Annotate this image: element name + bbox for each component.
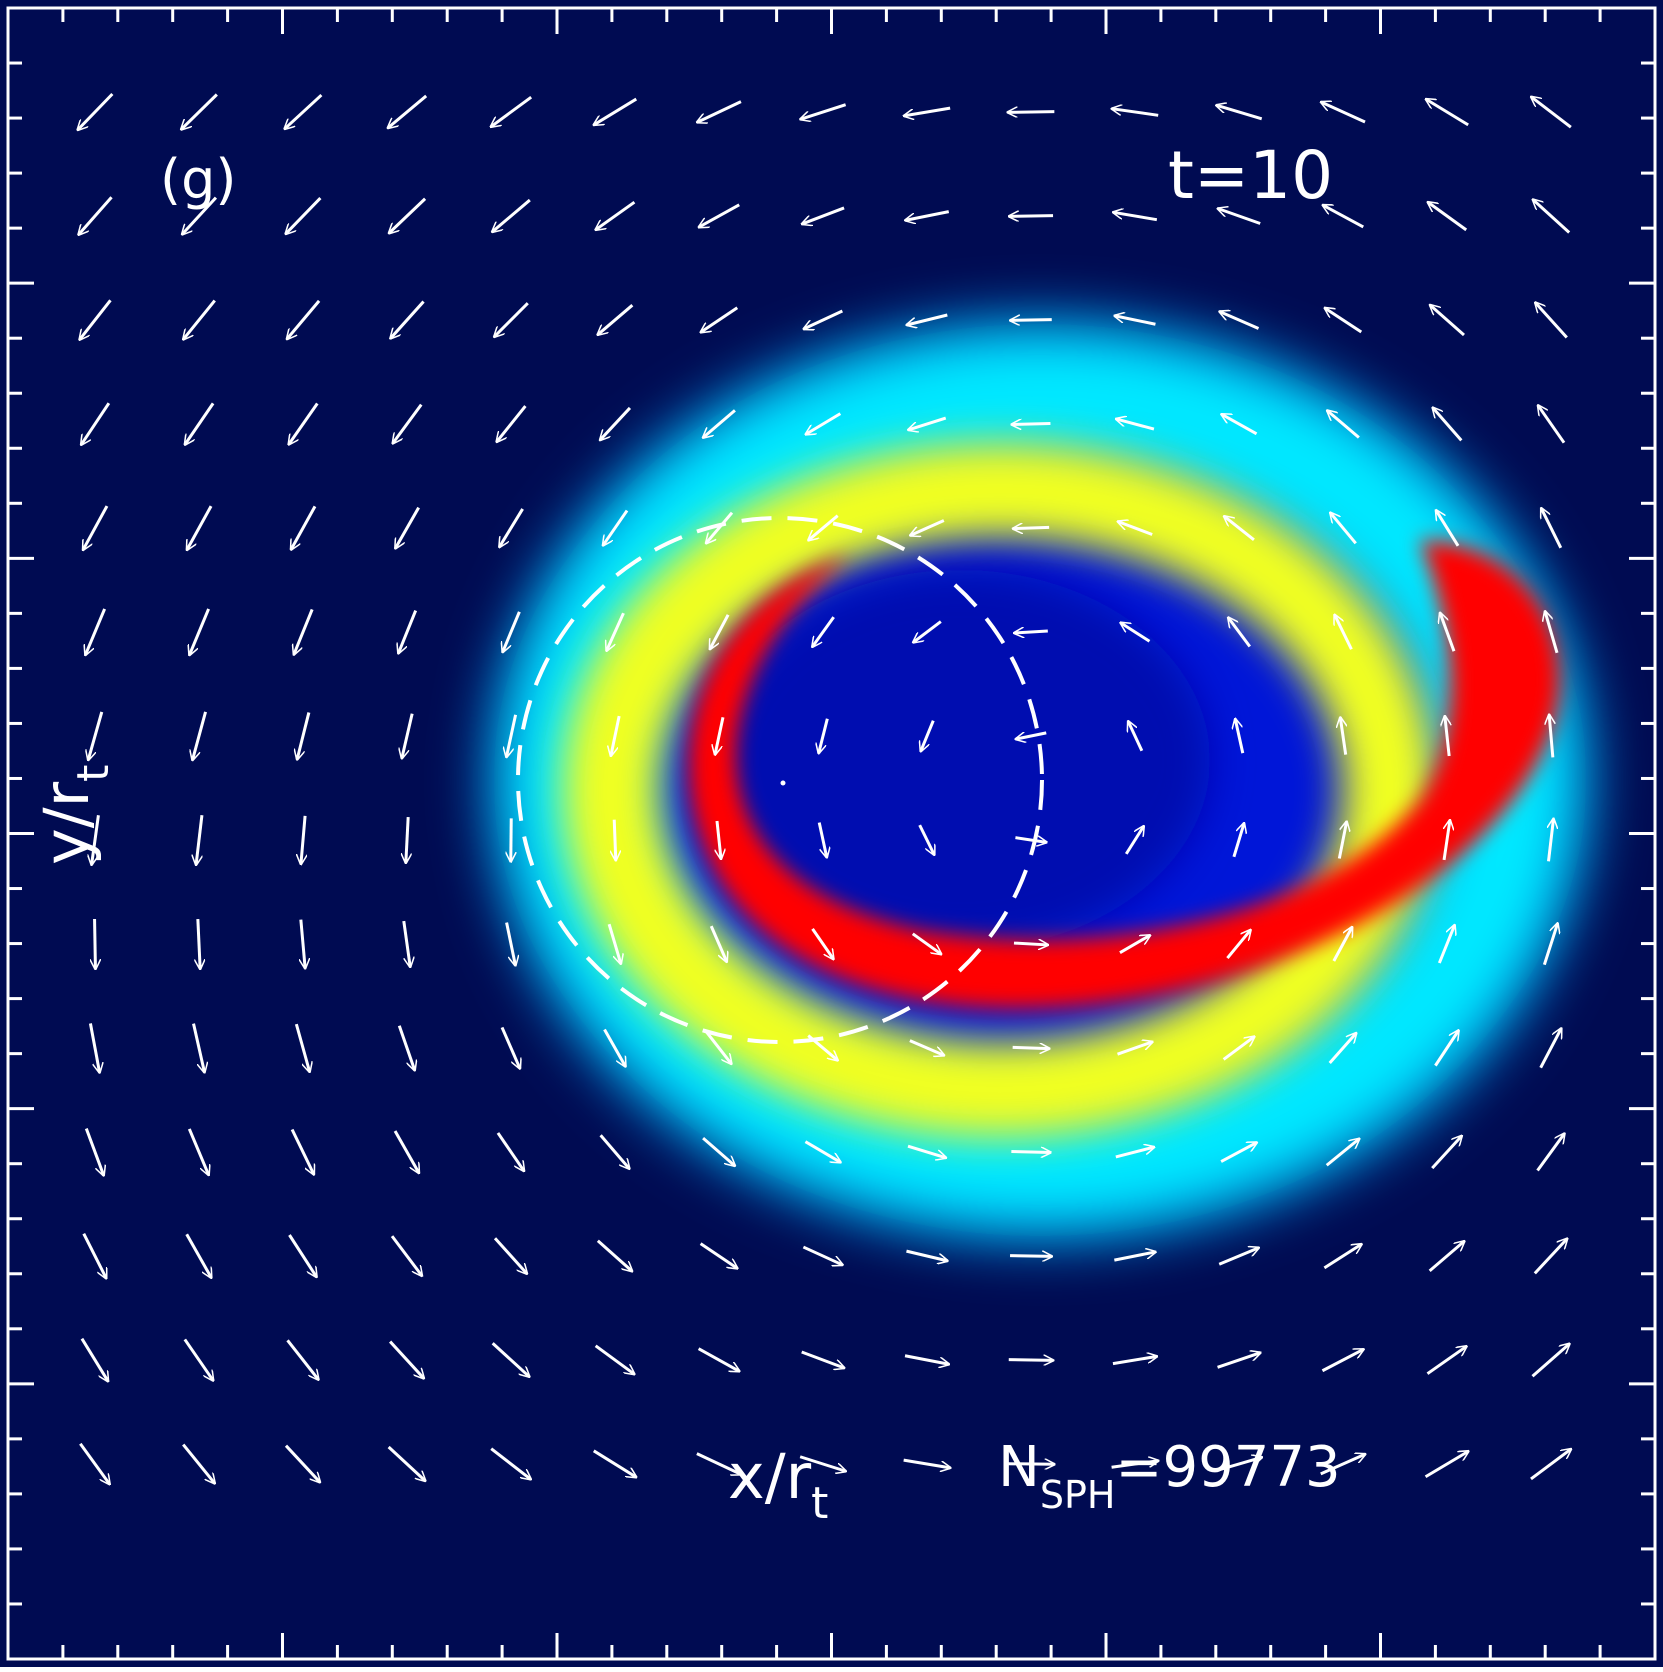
velocity-arrow xyxy=(1014,943,1048,945)
x-axis-label-main: x/r xyxy=(728,1440,812,1513)
particle-count-value: =99773 xyxy=(1116,1435,1341,1500)
velocity-arrow xyxy=(1010,320,1051,321)
velocity-arrow xyxy=(1014,631,1048,633)
center-point xyxy=(781,781,786,786)
time-label: t=10 xyxy=(1168,137,1333,214)
velocity-arrow xyxy=(1012,424,1051,425)
velocity-arrow xyxy=(1010,1256,1052,1257)
velocity-arrow xyxy=(1013,527,1049,528)
velocity-arrow xyxy=(1008,112,1055,113)
particle-count-prefix: N xyxy=(998,1435,1040,1500)
y-axis-label-sub: t xyxy=(68,765,119,782)
velocity-arrow xyxy=(1009,1360,1053,1361)
velocity-arrow xyxy=(1011,1152,1050,1153)
velocity-arrow xyxy=(614,820,616,861)
particle-count-sub: SPH xyxy=(1040,1473,1116,1517)
velocity-arrow xyxy=(95,919,96,969)
velocity-arrow xyxy=(1013,1047,1050,1048)
velocity-arrow xyxy=(1009,216,1053,217)
x-axis-label-sub: t xyxy=(811,1478,828,1529)
y-axis-label-main: y/r xyxy=(30,781,103,865)
panel-label: (g) xyxy=(160,148,236,211)
